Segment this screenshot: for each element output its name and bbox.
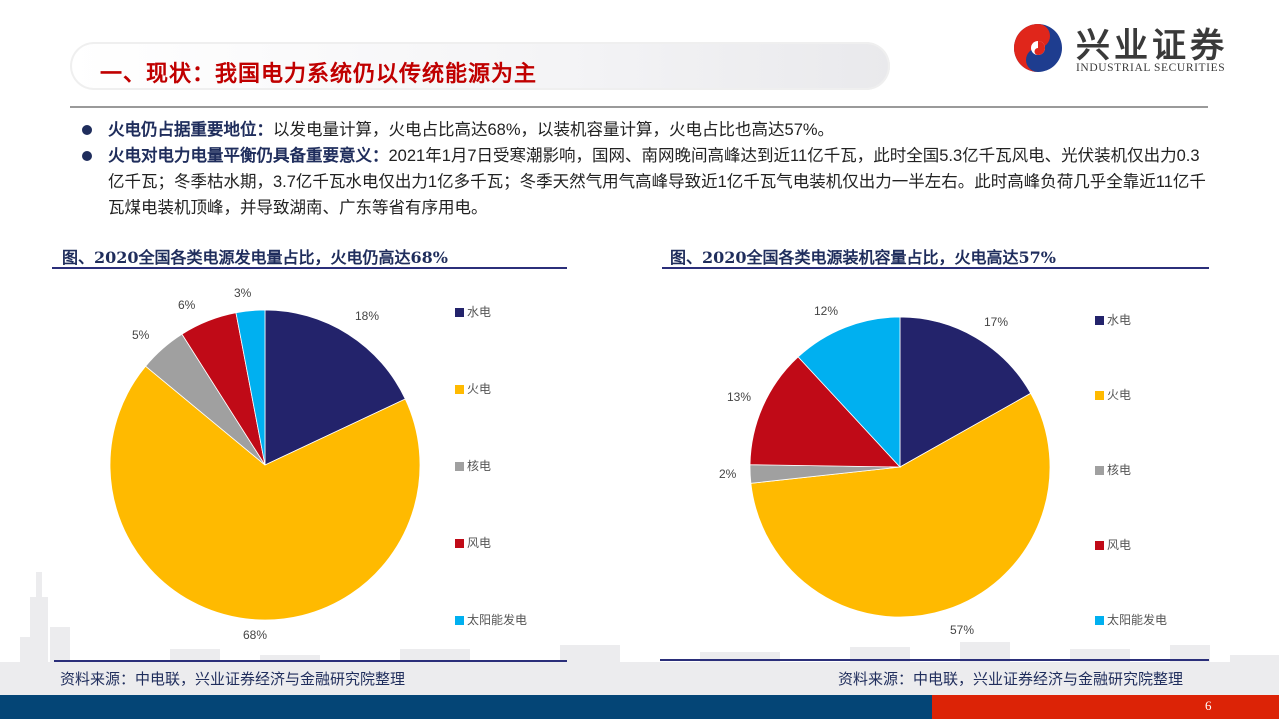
page-number: 6 [1205,698,1212,713]
legend-label: 水电 [467,305,492,319]
source-note: 资料来源：中电联，兴业证券经济与金融研究院整理 [60,671,406,688]
pie-label: 12% [814,304,839,318]
chart-bottom-divider [660,659,1209,661]
pie-label: 57% [950,623,975,637]
chart-divider [662,267,1209,269]
pie-label: 6% [178,298,196,312]
legend-swatch-icon [455,308,464,317]
footer-bar-red [932,695,1279,719]
legend-item-thermal: 火电 [455,380,491,397]
pie-label: 5% [132,328,150,342]
legend-item-solar: 太阳能发电 [455,611,527,628]
legend-swatch-icon [1095,541,1104,550]
pie-label: 2% [719,467,737,481]
legend-item-nuclear: 核电 [455,457,491,474]
bullet-item: 火电对电力电量平衡仍具备重要意义：2021年1月7日受寒潮影响，国网、南网晚间高… [80,143,1210,221]
legend-item-hydro: 水电 [1095,311,1131,328]
pie-slice-0 [264,309,406,466]
legend-swatch-icon [455,616,464,625]
pie-slice-4 [235,309,266,466]
chart-bottom-divider [54,660,567,662]
pie-slice-3 [749,356,901,468]
footer-bar-blue [0,695,932,719]
legend-label: 火电 [1107,388,1132,402]
legend-label: 核电 [467,459,492,473]
legend-item-solar: 太阳能发电 [1095,611,1167,628]
legend-label: 风电 [467,536,492,550]
chart-title-capacity: 图、2020全国各类电源装机容量占比，火电高达57% [670,248,1057,267]
bullet-dot-icon [82,151,92,161]
bullet-heading: 火电对电力电量平衡仍具备重要意义： [108,147,389,165]
legend-label: 水电 [1107,313,1132,327]
source-note: 资料来源：中电联，兴业证券经济与金融研究院整理 [838,671,1184,688]
pie-label: 68% [243,628,268,642]
legend-swatch-icon [1095,466,1104,475]
pie-label: 18% [355,309,380,323]
pie-label: 17% [984,315,1009,329]
pie-slice-1 [750,392,1051,618]
title-banner [70,42,890,90]
legend-label: 太阳能发电 [1107,613,1168,627]
legend-item-thermal: 火电 [1095,386,1131,403]
legend-label: 火电 [467,382,492,396]
chart-divider [52,267,567,269]
pie-label: 3% [234,286,252,300]
legend-item-nuclear: 核电 [1095,461,1131,478]
company-logo-icon [1014,24,1062,72]
skyline-background [0,572,1279,697]
bullet-list: 火电仍占据重要地位：以发电量计算，火电占比高达68%，以装机容量计算，火电占比也… [80,117,1210,221]
pie-label: 13% [727,390,752,404]
bullet-heading: 火电仍占据重要地位： [108,121,273,139]
legend-swatch-icon [455,539,464,548]
legend-swatch-icon [455,462,464,471]
legend-label: 风电 [1107,538,1132,552]
pie-slice-4 [797,316,901,469]
bullet-dot-icon [82,125,92,135]
legend-swatch-icon [1095,616,1104,625]
pie-slice-0 [899,316,1032,468]
legend-item-wind: 风电 [1095,536,1131,553]
pie-slice-1 [109,365,421,621]
legend-swatch-icon [1095,316,1104,325]
legend-item-hydro: 水电 [455,303,491,320]
legend-swatch-icon [455,385,464,394]
bullet-text: 以发电量计算，火电占比高达68%，以装机容量计算，火电占比也高达57%。 [273,121,835,139]
legend-swatch-icon [1095,391,1104,400]
title-divider [70,106,1208,108]
page-title: 一、现状：我国电力系统仍以传统能源为主 [100,61,538,86]
legend-label: 太阳能发电 [467,613,528,627]
bullet-text: 2021年1月7日受寒潮影响，国网、南网晚间高峰达到近11亿千瓦，此时全国5.3… [108,147,1206,217]
chart-title-generation: 图、2020全国各类电源发电量占比，火电仍高达68% [62,248,449,267]
logo-text-cn: 兴业证券 [1076,28,1228,65]
bullet-item: 火电仍占据重要地位：以发电量计算，火电占比高达68%，以装机容量计算，火电占比也… [80,117,1210,143]
legend-label: 核电 [1107,463,1132,477]
logo-text-en: INDUSTRIAL SECURITIES [1076,62,1226,74]
legend-item-wind: 风电 [455,534,491,551]
